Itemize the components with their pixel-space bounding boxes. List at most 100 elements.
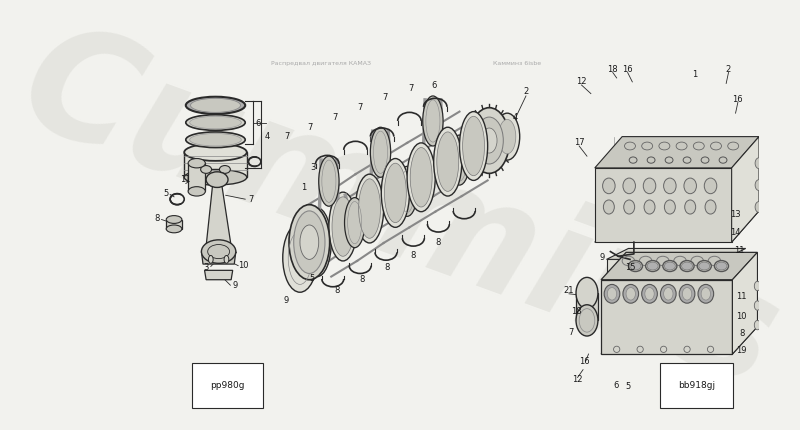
Ellipse shape — [282, 224, 317, 292]
Ellipse shape — [626, 288, 635, 300]
Text: 3: 3 — [203, 264, 209, 273]
Ellipse shape — [684, 178, 697, 194]
Text: 8: 8 — [334, 286, 339, 295]
Polygon shape — [205, 270, 233, 280]
Text: 6: 6 — [432, 81, 437, 90]
Ellipse shape — [659, 142, 670, 150]
Text: 7: 7 — [358, 103, 363, 112]
Text: 5: 5 — [164, 189, 169, 198]
Ellipse shape — [664, 288, 673, 300]
Ellipse shape — [663, 261, 677, 271]
Ellipse shape — [475, 117, 503, 164]
Ellipse shape — [190, 133, 242, 146]
Ellipse shape — [437, 132, 458, 191]
Ellipse shape — [685, 200, 696, 214]
Text: 7: 7 — [333, 114, 338, 123]
Text: 8: 8 — [154, 214, 159, 223]
Text: Cummins: Cummins — [2, 9, 797, 420]
Text: 8: 8 — [410, 251, 416, 260]
Ellipse shape — [300, 225, 318, 259]
Polygon shape — [601, 327, 758, 354]
Polygon shape — [576, 293, 598, 320]
Ellipse shape — [642, 142, 653, 150]
Text: 7: 7 — [307, 123, 313, 132]
Ellipse shape — [704, 178, 717, 194]
Ellipse shape — [450, 135, 470, 185]
Polygon shape — [762, 211, 781, 230]
Ellipse shape — [754, 320, 761, 330]
Text: 16: 16 — [579, 357, 590, 366]
Text: 11: 11 — [737, 292, 747, 301]
Text: 12: 12 — [572, 375, 583, 384]
Ellipse shape — [661, 284, 676, 303]
Ellipse shape — [576, 277, 598, 309]
Ellipse shape — [184, 169, 246, 185]
Text: 9: 9 — [233, 281, 238, 290]
Ellipse shape — [494, 113, 520, 160]
Polygon shape — [601, 252, 758, 280]
Ellipse shape — [186, 115, 246, 130]
Polygon shape — [184, 152, 246, 177]
Ellipse shape — [629, 261, 642, 271]
Ellipse shape — [645, 288, 654, 300]
Ellipse shape — [462, 116, 485, 176]
Text: 10: 10 — [737, 312, 747, 321]
Text: 13: 13 — [730, 210, 741, 219]
Ellipse shape — [166, 215, 182, 224]
Polygon shape — [733, 252, 758, 354]
Ellipse shape — [190, 98, 241, 112]
Text: 6: 6 — [256, 119, 262, 128]
Text: 15: 15 — [625, 263, 635, 272]
Ellipse shape — [201, 166, 211, 173]
Text: 5: 5 — [625, 382, 630, 391]
Text: 3: 3 — [710, 371, 714, 380]
Text: 18: 18 — [607, 65, 618, 74]
Polygon shape — [732, 137, 759, 242]
Text: 16: 16 — [733, 95, 743, 104]
Ellipse shape — [186, 97, 246, 114]
Ellipse shape — [682, 288, 692, 300]
Ellipse shape — [385, 163, 406, 223]
Ellipse shape — [332, 197, 354, 256]
Ellipse shape — [714, 261, 729, 271]
Ellipse shape — [219, 166, 230, 173]
Text: 3: 3 — [310, 163, 316, 172]
Text: 2: 2 — [726, 65, 731, 74]
Text: 4: 4 — [512, 113, 518, 122]
Polygon shape — [202, 252, 236, 264]
Ellipse shape — [698, 284, 714, 303]
Ellipse shape — [382, 159, 410, 227]
Text: 9: 9 — [283, 296, 289, 305]
Ellipse shape — [716, 262, 727, 270]
Ellipse shape — [623, 284, 638, 303]
Text: 1: 1 — [692, 70, 698, 79]
Text: 18: 18 — [571, 307, 582, 316]
Ellipse shape — [646, 261, 660, 271]
Ellipse shape — [701, 288, 710, 300]
Text: 4: 4 — [265, 132, 270, 141]
Ellipse shape — [754, 301, 761, 310]
Ellipse shape — [644, 200, 655, 214]
Ellipse shape — [755, 202, 763, 212]
Ellipse shape — [682, 262, 693, 270]
Ellipse shape — [643, 178, 656, 194]
Ellipse shape — [762, 230, 768, 242]
Ellipse shape — [459, 112, 488, 181]
Text: pp980g: pp980g — [210, 381, 245, 390]
Text: 8: 8 — [436, 238, 441, 247]
Polygon shape — [606, 263, 746, 273]
Polygon shape — [606, 259, 724, 273]
Ellipse shape — [294, 211, 325, 273]
Ellipse shape — [184, 144, 246, 161]
Ellipse shape — [498, 120, 516, 154]
Ellipse shape — [370, 127, 390, 177]
Text: 5: 5 — [309, 274, 314, 283]
Ellipse shape — [602, 178, 615, 194]
Text: 9: 9 — [600, 253, 606, 262]
Text: 8: 8 — [739, 329, 745, 338]
Text: 7: 7 — [408, 83, 414, 92]
Ellipse shape — [482, 128, 497, 153]
Ellipse shape — [306, 212, 328, 272]
Text: 11: 11 — [181, 175, 191, 184]
Text: 6: 6 — [614, 381, 618, 390]
